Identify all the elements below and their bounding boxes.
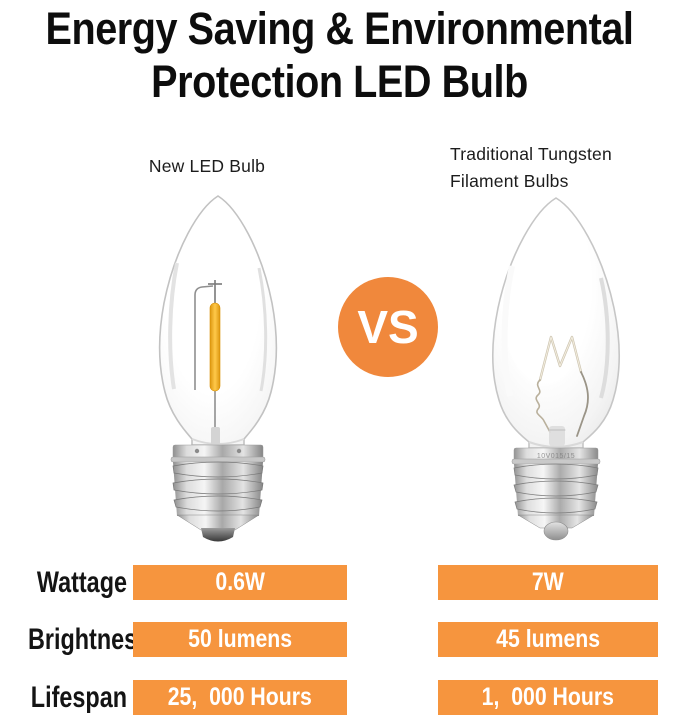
tungsten-screw-base: 10V015/15 (511, 447, 601, 541)
tungsten-column-label: Traditional Tungsten Filament Bulbs (450, 141, 612, 194)
led-brightness-value: 50 lumens (133, 622, 347, 657)
tungsten-label-line-1: Traditional Tungsten (450, 144, 612, 164)
led-lifespan-value: 25, 000 Hours (133, 680, 347, 715)
led-screw-base (170, 444, 266, 542)
tungsten-lifespan-value: 1, 000 Hours (438, 680, 658, 715)
tungsten-bulb-icon: 10V015/15 (492, 197, 620, 541)
led-bulb-icon (158, 195, 278, 542)
title-line-1: Energy Saving & Environmental (45, 3, 634, 54)
tungsten-base-contact-tip (543, 521, 569, 541)
row-label-brightness: Brightness (27, 623, 151, 656)
row-label-lifespan: Lifespan (30, 681, 127, 714)
vs-text: VS (357, 301, 419, 353)
tungsten-filament (535, 335, 589, 446)
row-label-wattage: Wattage (36, 566, 127, 599)
led-wattage-value: 0.6W (133, 565, 347, 600)
title-line-2: Protection LED Bulb (151, 56, 528, 107)
vs-circle-badge: VS (338, 277, 438, 377)
led-base-contact-tip (201, 528, 235, 542)
tungsten-wattage-value: 7W (438, 565, 658, 600)
led-column-label: New LED Bulb (148, 156, 266, 176)
tungsten-label-line-2: Filament Bulbs (450, 170, 569, 191)
page-title: Energy Saving & Environmental Protection… (41, 2, 639, 108)
base-stamp-text: 10V015/15 (537, 453, 575, 460)
tungsten-brightness-value: 45 lumens (438, 622, 658, 657)
led-filament (194, 280, 222, 445)
tungsten-glass-envelope (492, 197, 620, 449)
